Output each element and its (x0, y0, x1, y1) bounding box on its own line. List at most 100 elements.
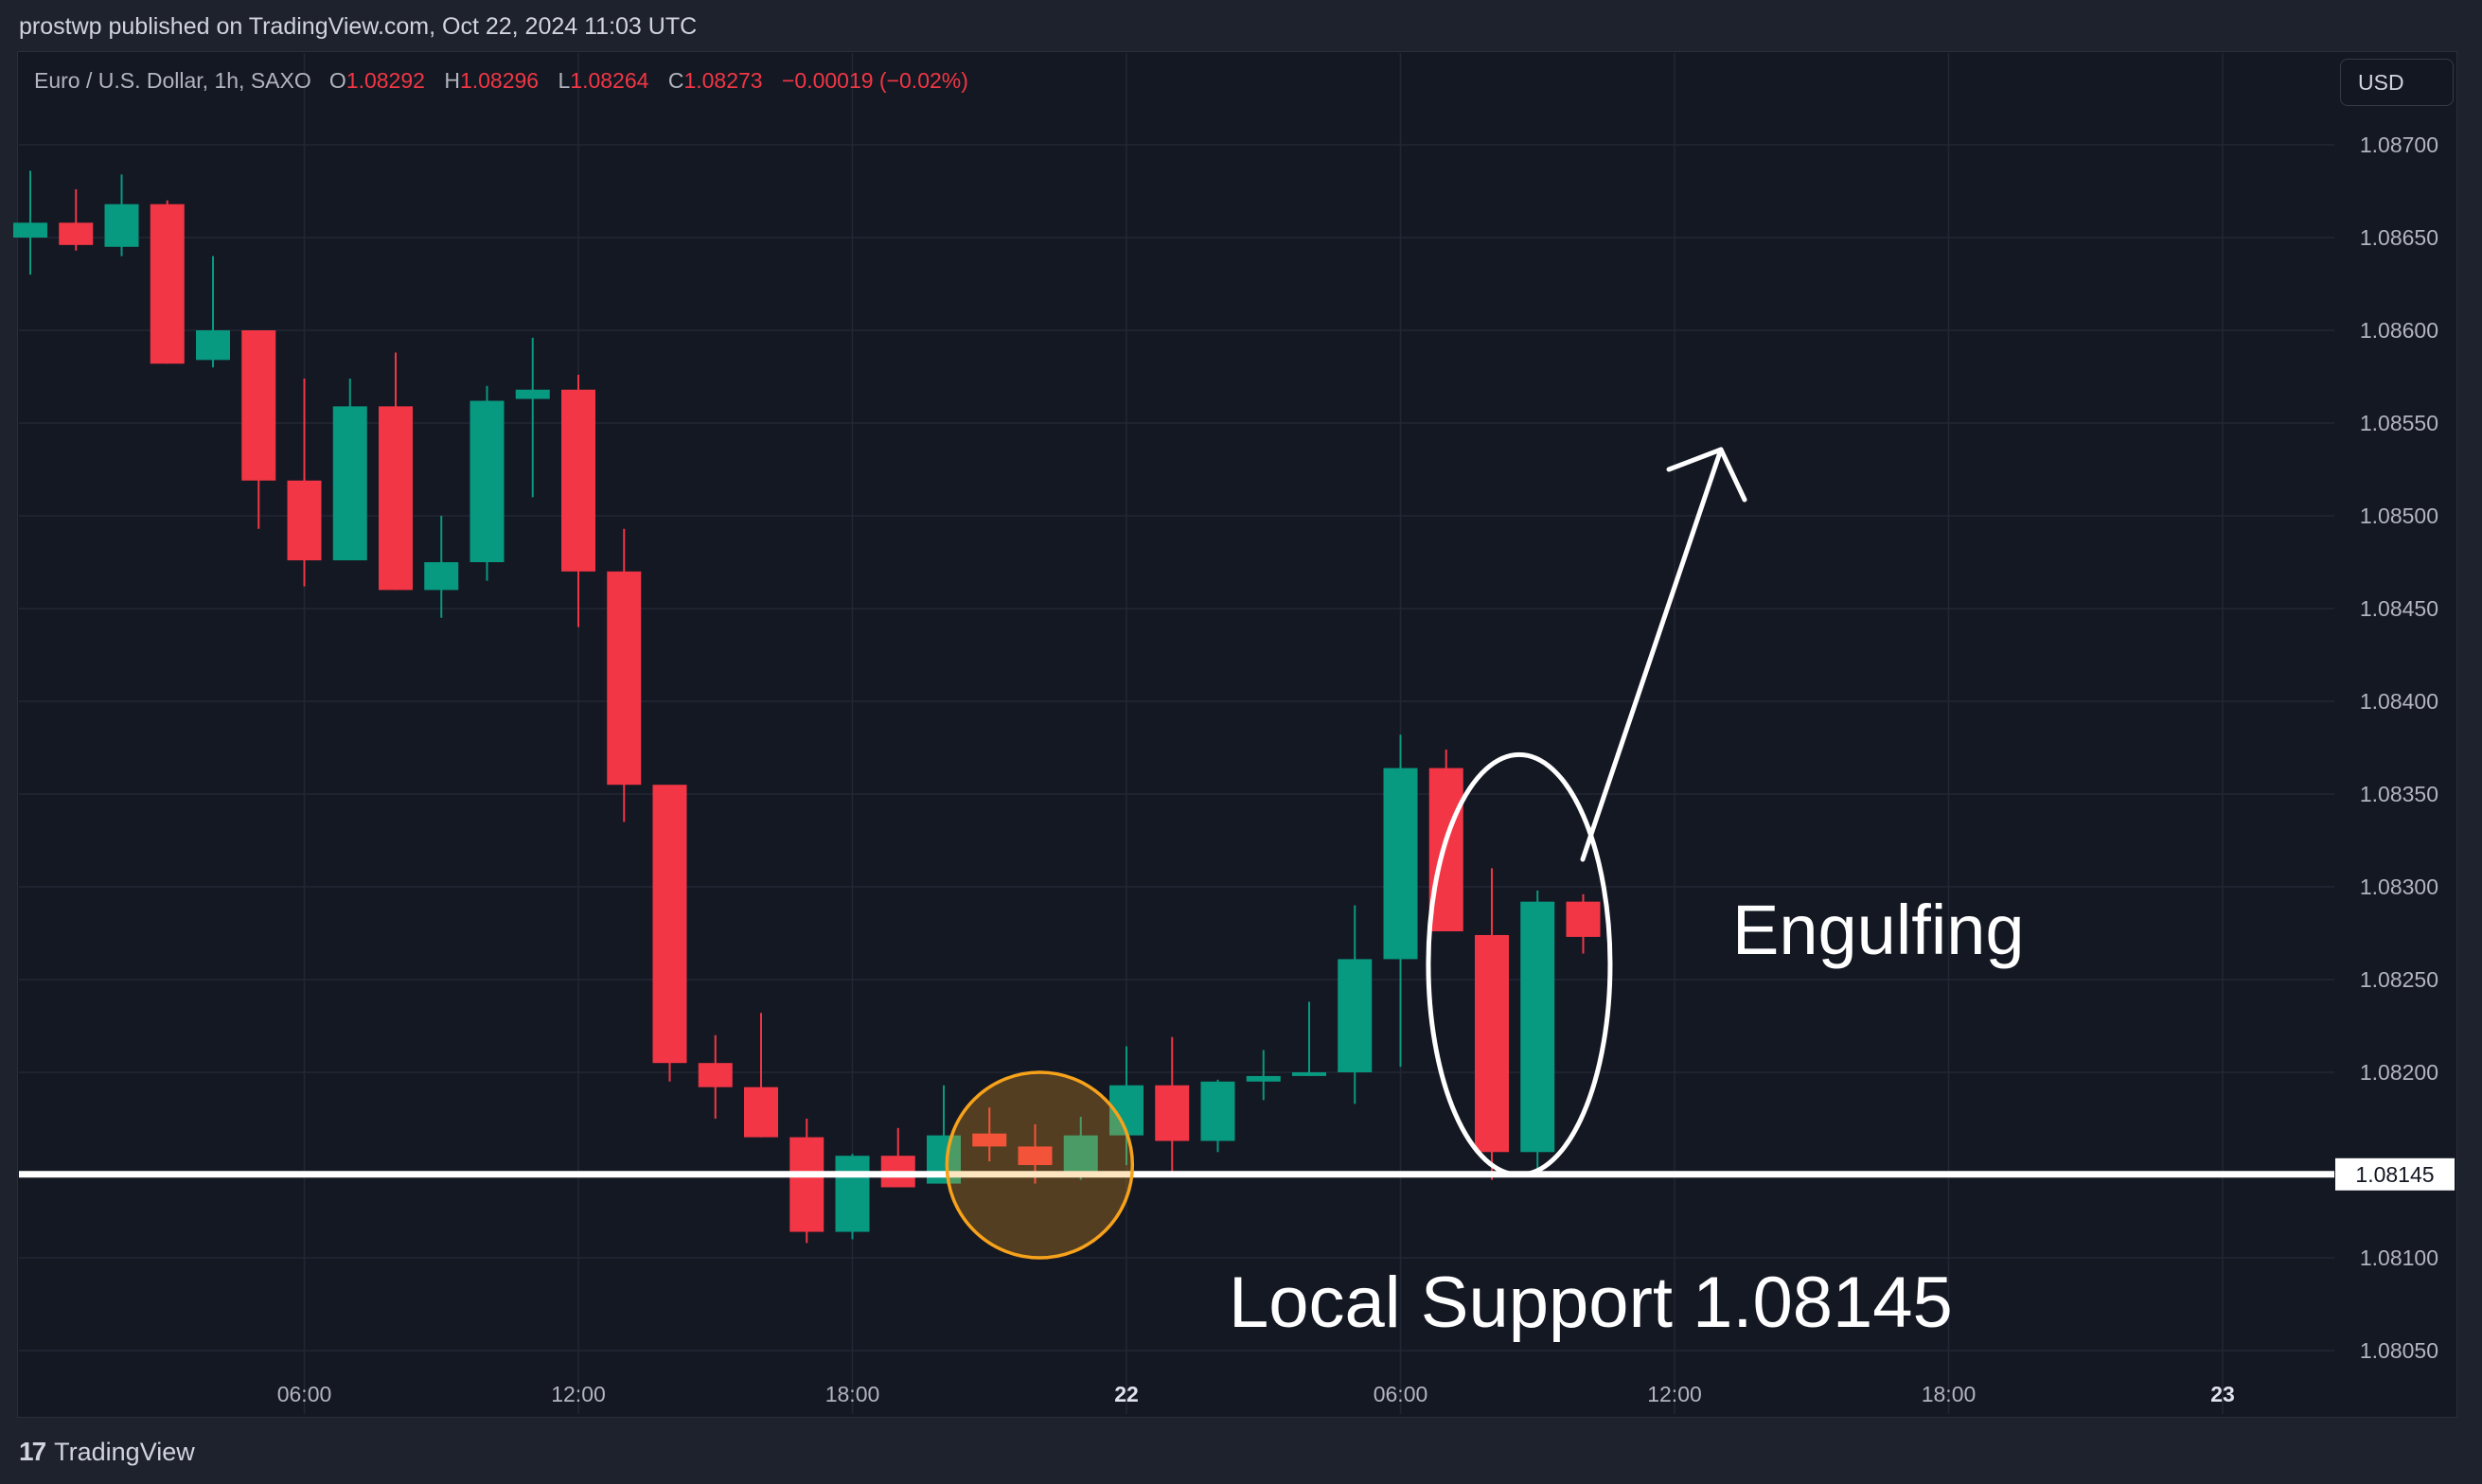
candle-body (1292, 1072, 1326, 1076)
time-tick-label: 06:00 (277, 1382, 332, 1406)
engulfing-label: Engulfing (1732, 891, 2025, 969)
price-tick-label: 1.08450 (2360, 596, 2438, 621)
footer-bar (0, 1418, 2482, 1484)
arrow-head-icon (1666, 447, 1747, 503)
candle-down[interactable] (1475, 868, 1509, 1180)
price-tick-label: 1.08400 (2360, 689, 2438, 714)
support-touch-circle[interactable] (945, 1070, 1135, 1260)
candle-up[interactable] (1200, 1079, 1235, 1153)
high-label: H (444, 68, 460, 93)
candle-body (424, 562, 459, 591)
candle-body (1566, 901, 1601, 937)
open-label: O (328, 68, 346, 93)
published-info: prostwp published on TradingView.com, Oc… (19, 13, 698, 40)
candle-up[interactable] (104, 174, 139, 256)
candle-body (972, 1133, 1007, 1147)
candle-up[interactable] (332, 378, 367, 561)
price-tick-label: 1.08500 (2360, 504, 2438, 528)
support-layer: 1.08145 (19, 1157, 2455, 1191)
close-value: 1.08273 (683, 68, 763, 93)
candle-body (379, 406, 413, 591)
candle-down[interactable] (698, 1034, 733, 1119)
open-value: 1.08292 (346, 68, 425, 93)
candle-body (744, 1086, 778, 1138)
candle-body (150, 203, 185, 364)
price-tick-label: 1.08350 (2360, 782, 2438, 806)
candle-body (1018, 1146, 1053, 1165)
candle-down[interactable] (379, 352, 413, 591)
low-label: L (558, 68, 571, 93)
price-tick-label: 1.08550 (2360, 411, 2438, 435)
tradingview-logo-icon: 17 (19, 1437, 46, 1466)
candle-body (59, 222, 94, 245)
candle-down[interactable] (1566, 893, 1601, 954)
candle-up[interactable] (1383, 734, 1418, 1068)
candle-up[interactable] (515, 337, 550, 498)
candle-body (1200, 1081, 1235, 1141)
candle-up[interactable] (835, 1154, 870, 1240)
candle-body (1520, 901, 1555, 1153)
candle-down[interactable] (652, 785, 687, 1082)
candle-body (104, 203, 139, 247)
candle-body (332, 406, 367, 561)
candle-up[interactable] (1338, 905, 1373, 1104)
up-arrow-icon[interactable] (1580, 447, 1724, 862)
chart-panel[interactable] (17, 51, 2457, 1418)
candle-body (652, 785, 687, 1064)
time-tick-label: 12:00 (1647, 1382, 1702, 1406)
candle-down[interactable] (59, 189, 94, 251)
candle-down[interactable] (1428, 749, 1463, 932)
candle-down[interactable] (150, 200, 185, 364)
price-tick-label: 1.08100 (2360, 1246, 2438, 1270)
candle-body (13, 222, 47, 238)
price-tick-label: 1.08050 (2360, 1338, 2438, 1363)
time-tick-label: 06:00 (1374, 1382, 1428, 1406)
candle-down[interactable] (789, 1119, 824, 1244)
time-tick-label: 22 (1114, 1382, 1139, 1406)
candle-up[interactable] (13, 170, 47, 275)
grid-lines (19, 53, 2334, 1414)
candle-down[interactable] (241, 330, 276, 529)
time-tick-label: 23 (2210, 1382, 2235, 1406)
candle-down[interactable] (561, 375, 595, 627)
time-tick-label: 18:00 (825, 1382, 880, 1406)
candle-up[interactable] (1246, 1050, 1281, 1101)
candle-down[interactable] (1155, 1036, 1190, 1175)
engulfing-ellipse[interactable] (1426, 751, 1613, 1177)
change-value: −0.00019 (−0.02%) (781, 68, 968, 93)
header-bar: prostwp published on TradingView.com, Oc… (0, 0, 2482, 53)
candle-body (789, 1137, 824, 1232)
candles-group (13, 170, 1601, 1244)
candle-up[interactable] (1520, 890, 1555, 1169)
symbol-legend: Euro / U.S. Dollar, 1h, SAXO O1.08292 H 1… (34, 68, 968, 94)
candle-body (1475, 934, 1509, 1153)
price-tick-label: 1.08200 (2360, 1060, 2438, 1085)
candle-body (835, 1156, 870, 1232)
candle-down[interactable] (287, 378, 322, 587)
candle-down[interactable] (607, 528, 642, 822)
currency-button[interactable]: USD (2340, 59, 2454, 106)
candle-up[interactable] (424, 516, 459, 618)
price-tick-label: 1.08650 (2360, 225, 2438, 250)
candle-body (196, 330, 230, 361)
candle-up[interactable] (1292, 1001, 1326, 1076)
candle-body (1383, 768, 1418, 960)
tradingview-logo[interactable]: 17 TradingView (19, 1437, 195, 1467)
candle-down[interactable] (880, 1127, 915, 1188)
candle-body (470, 400, 505, 562)
candle-body (607, 571, 642, 786)
candle-down[interactable] (744, 1013, 778, 1138)
annotations-layer: Engulfing Local Support 1.08145 (945, 447, 2025, 1343)
low-value: 1.08264 (570, 68, 649, 93)
symbol-name: Euro / U.S. Dollar, 1h, SAXO (34, 68, 311, 93)
time-tick-label: 12:00 (551, 1382, 606, 1406)
candle-body (241, 330, 276, 481)
candle-up[interactable] (196, 256, 230, 368)
price-tick-label: 1.08250 (2360, 967, 2438, 992)
candle-up[interactable] (1063, 1117, 1098, 1180)
support-price-tag-bg (2335, 1157, 2455, 1191)
candle-up[interactable] (470, 385, 505, 581)
candle-down[interactable] (972, 1107, 1007, 1162)
candle-body (1155, 1085, 1190, 1141)
